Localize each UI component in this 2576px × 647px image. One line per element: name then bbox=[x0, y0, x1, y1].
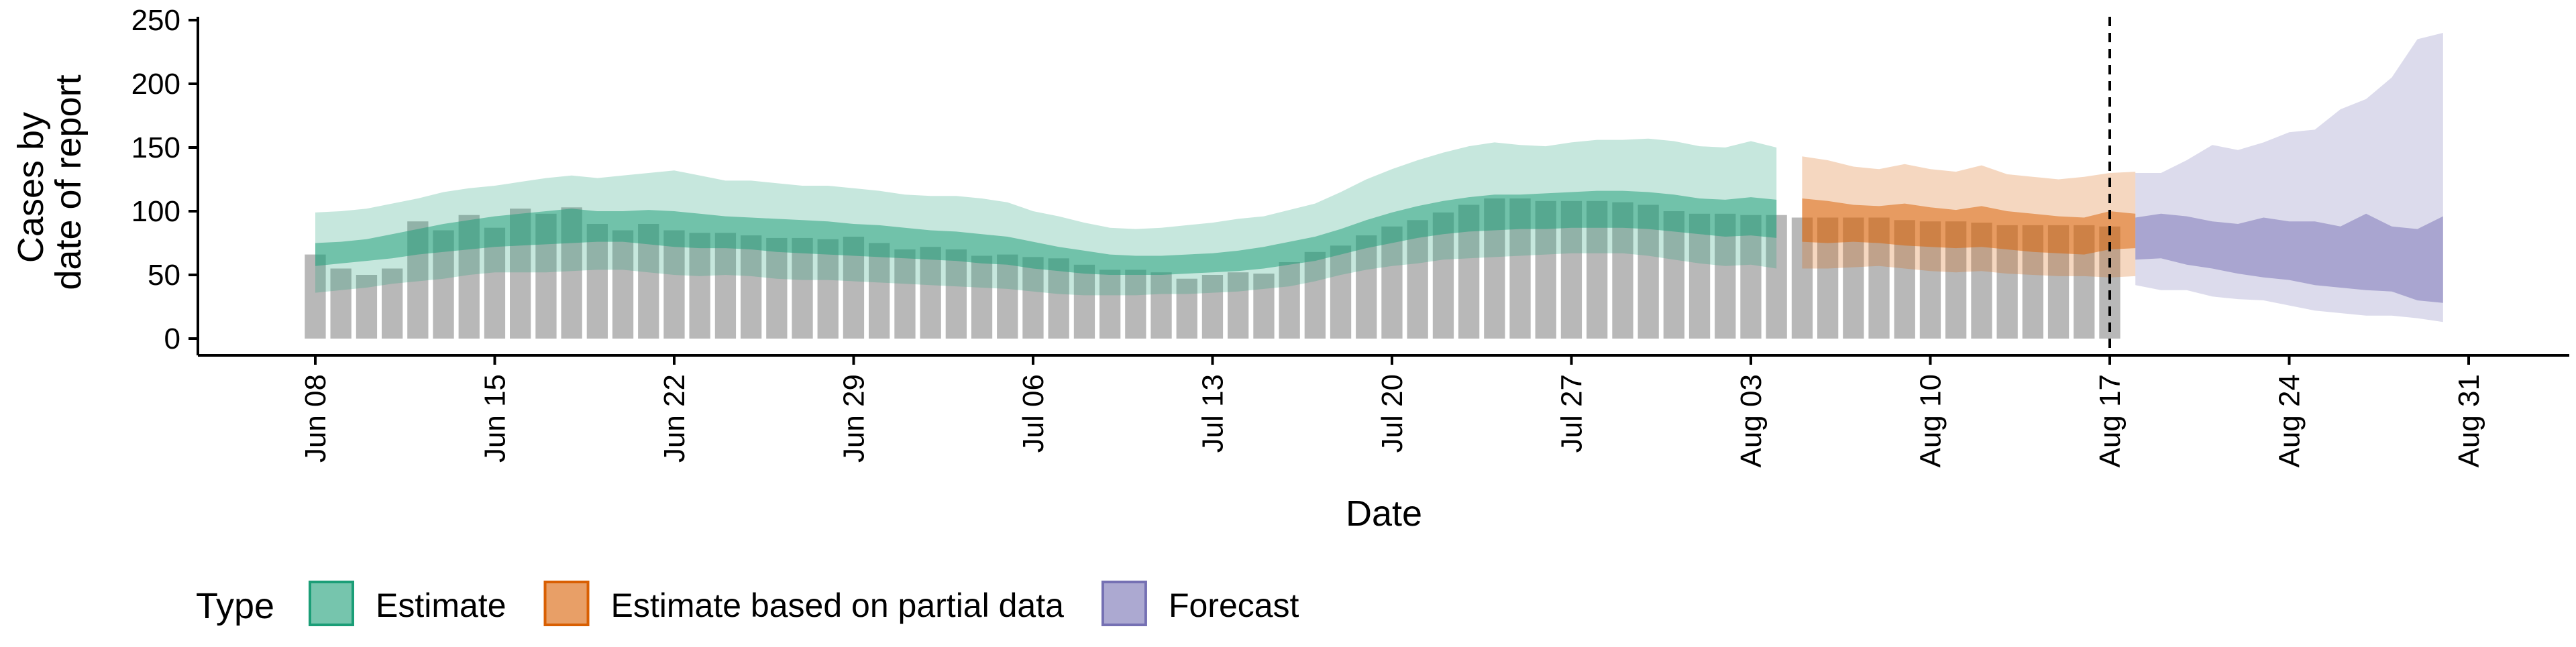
reported-case-bar bbox=[945, 249, 967, 339]
reported-case-bar bbox=[1663, 211, 1684, 339]
reported-case-bar bbox=[1073, 264, 1095, 339]
y-axis-title: Cases by date of report bbox=[11, 74, 89, 290]
x-tick-label: Jul 20 bbox=[1376, 374, 1409, 453]
x-tick-label: Jul 13 bbox=[1197, 374, 1230, 453]
reported-case-bar bbox=[1407, 220, 1428, 339]
y-tick-label: 150 bbox=[131, 131, 180, 164]
partial-series bbox=[1802, 156, 2136, 278]
estimate-bands bbox=[315, 33, 2443, 322]
reported-case-bar bbox=[1125, 270, 1146, 339]
legend-items: Estimate Estimate based on partial data Fo… bbox=[309, 581, 1299, 626]
reported-case-bar bbox=[894, 249, 916, 339]
estimate-series bbox=[315, 138, 1777, 296]
reported-case-bar bbox=[766, 237, 788, 339]
legend-swatch bbox=[309, 581, 354, 626]
reported-case-bar bbox=[1330, 245, 1352, 339]
reported-case-bar bbox=[1022, 257, 1044, 339]
estimate-outer-band bbox=[315, 138, 1777, 296]
legend-item-partial: Estimate based on partial data bbox=[543, 581, 1065, 626]
reported-case-bar bbox=[997, 254, 1018, 339]
reported-case-bar bbox=[1304, 251, 1326, 339]
x-tick-label: Aug 31 bbox=[2453, 374, 2485, 467]
forecast-series bbox=[2135, 33, 2443, 322]
x-axis-title: Date bbox=[1346, 493, 1422, 534]
reported-case-bar bbox=[1356, 235, 1377, 339]
reported-case-bar bbox=[1150, 272, 1172, 339]
legend-title: Type bbox=[196, 586, 274, 626]
reported-case-bar bbox=[689, 233, 710, 339]
y-tick-label: 0 bbox=[164, 322, 180, 355]
estimate-inner-band bbox=[315, 190, 1777, 275]
y-tick-label: 200 bbox=[131, 68, 180, 101]
reported-case-bar bbox=[1279, 262, 1300, 339]
x-axis-ticks: Jun 08 Jun 15 Jun 22 Jun 29 Jul 06 Jul 13 Jul … bbox=[299, 355, 2485, 467]
legend-item-forecast: Forecast bbox=[1101, 581, 1299, 626]
reported-case-bar bbox=[1228, 272, 1249, 339]
reported-case-bar bbox=[1253, 274, 1275, 339]
reported-case-bar bbox=[1176, 278, 1197, 339]
forecast-inner-band bbox=[2135, 213, 2443, 303]
x-tick-label: Aug 10 bbox=[1915, 374, 1947, 467]
y-axis-title-line-1: Cases by bbox=[11, 112, 51, 263]
reported-case-bar bbox=[1201, 275, 1224, 339]
reported-case-bar bbox=[1381, 226, 1403, 339]
legend-label: Forecast bbox=[1169, 587, 1299, 624]
y-tick-label: 250 bbox=[131, 4, 180, 37]
legend-label: Estimate based on partial data bbox=[611, 587, 1065, 624]
x-tick-label: Jul 06 bbox=[1017, 374, 1050, 453]
reported-case-bar bbox=[305, 254, 326, 339]
legend-swatch bbox=[543, 581, 590, 626]
legend: Type Estimate Estimate based on partial d… bbox=[196, 581, 1299, 626]
y-axis-ticks: 0 50 100 150 200 250 bbox=[131, 4, 198, 355]
partial-inner-band bbox=[1802, 198, 2136, 255]
legend-item-estimate: Estimate bbox=[309, 581, 506, 626]
x-tick-label: Aug 17 bbox=[2094, 374, 2127, 467]
reported-case-bar bbox=[920, 247, 941, 339]
reported-case-bar bbox=[741, 235, 762, 339]
reported-case-bar bbox=[612, 230, 634, 339]
x-tick-label: Jun 22 bbox=[658, 374, 691, 463]
x-tick-label: Aug 24 bbox=[2273, 374, 2306, 467]
reported-case-bar bbox=[382, 268, 403, 339]
reported-case-bar bbox=[971, 255, 993, 339]
reported-cases-bars bbox=[305, 198, 2121, 339]
x-tick-label: Jul 27 bbox=[1556, 374, 1589, 453]
reported-case-bar bbox=[1099, 270, 1121, 339]
reported-case-bar bbox=[817, 239, 839, 339]
reported-case-bar bbox=[869, 243, 890, 339]
x-tick-label: Jun 29 bbox=[838, 374, 871, 463]
y-tick-label: 50 bbox=[148, 259, 180, 292]
reported-case-bar bbox=[714, 233, 737, 339]
y-axis-title-line-2: date of report bbox=[48, 74, 89, 290]
x-tick-label: Jun 08 bbox=[299, 374, 332, 463]
reported-case-bar bbox=[586, 224, 608, 339]
reported-case-bar bbox=[663, 230, 685, 339]
reported-case-bar bbox=[356, 275, 378, 339]
legend-label: Estimate bbox=[376, 587, 506, 624]
x-tick-label: Aug 03 bbox=[1735, 374, 1768, 467]
reported-case-bar bbox=[330, 268, 352, 339]
legend-swatch bbox=[1101, 581, 1147, 626]
reported-case-bar bbox=[792, 237, 813, 339]
x-tick-label: Jun 15 bbox=[479, 374, 512, 463]
y-tick-label: 100 bbox=[131, 195, 180, 228]
axes: 0 50 100 150 200 250 Jun 08 Jun 15 Jun 22 Jun 29… bbox=[131, 4, 2569, 467]
